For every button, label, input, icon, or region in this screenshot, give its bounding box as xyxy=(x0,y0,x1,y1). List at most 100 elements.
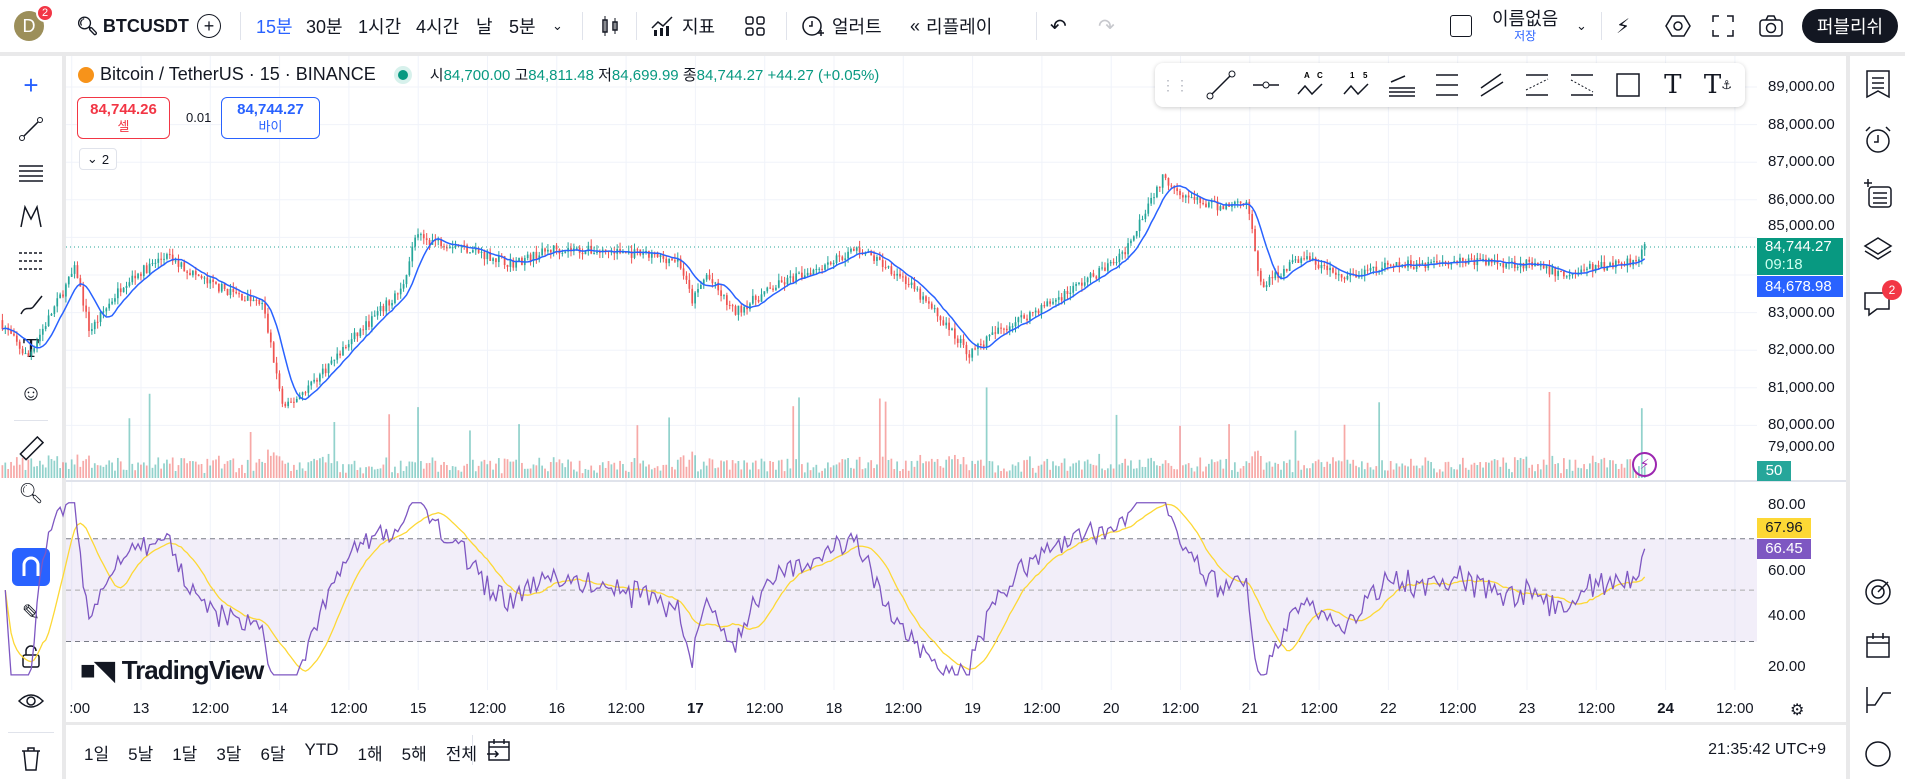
volume-bar xyxy=(1326,461,1329,478)
interval-5m[interactable]: 5분 xyxy=(509,17,536,37)
zoom-in-icon[interactable]: 🔍︎ xyxy=(18,482,44,505)
text-tool-icon[interactable]: T xyxy=(1664,70,1682,100)
target-icon[interactable] xyxy=(1862,576,1894,608)
quick-search-icon[interactable]: ⚡︎ xyxy=(1616,15,1631,38)
volume-bar xyxy=(772,461,774,478)
volume-bar xyxy=(1297,460,1300,478)
alarm-clock-icon xyxy=(802,16,824,36)
parallel-channel-tool-icon[interactable] xyxy=(1474,66,1510,104)
pine-editor-icon[interactable] xyxy=(1862,684,1894,716)
text-tool-icon[interactable]: T xyxy=(22,335,39,363)
user-avatar[interactable]: D 2 xyxy=(14,0,54,52)
indicators-collapse-toggle[interactable]: ⌄ 2 xyxy=(79,148,117,170)
interval-dropdown-chevron-icon[interactable]: ⌄ xyxy=(552,18,563,33)
interval-15m[interactable]: 15분 xyxy=(256,17,293,37)
indicators-button[interactable]: 지표 xyxy=(650,0,715,52)
volume-bar xyxy=(336,461,339,478)
buy-button[interactable]: 84,744.27 바이 xyxy=(221,97,320,139)
layout-name-button[interactable]: 이름없음 저장 xyxy=(1492,0,1558,52)
parallel-lines-tool-icon[interactable] xyxy=(1429,66,1465,104)
range-button[interactable]: YTD xyxy=(304,740,339,759)
sell-button[interactable]: 84,744.26 셀 xyxy=(77,97,170,139)
camera-icon[interactable] xyxy=(1758,0,1784,52)
lightning-event-icon[interactable]: ⚡︎ xyxy=(1632,452,1657,477)
interval-1h[interactable]: 1시간 xyxy=(358,17,402,37)
emoji-icon[interactable]: ☺ xyxy=(19,380,43,405)
range-button[interactable]: 1해 xyxy=(357,745,383,764)
horizontal-lines-icon[interactable] xyxy=(16,158,46,188)
interval-30m[interactable]: 30분 xyxy=(306,17,343,37)
trend-line-tool-icon[interactable] xyxy=(1203,66,1239,104)
replay-button[interactable]: «리플레이 xyxy=(910,0,992,52)
pattern-icon[interactable] xyxy=(16,202,46,232)
undo-icon[interactable]: ↶ xyxy=(1050,15,1067,38)
layers-icon[interactable] xyxy=(1862,232,1894,264)
chat-icon[interactable]: 2 xyxy=(1862,280,1902,318)
range-button[interactable]: 3달 xyxy=(216,745,242,764)
drag-handle-icon[interactable]: ⋮⋮ xyxy=(1161,76,1189,93)
candle xyxy=(861,249,864,256)
templates-grid-icon[interactable] xyxy=(744,0,766,52)
brush-icon[interactable] xyxy=(16,290,46,320)
interval-1d[interactable]: 날 xyxy=(476,17,493,37)
compare-add-button[interactable]: + xyxy=(197,0,221,52)
fullscreen-icon[interactable] xyxy=(1712,0,1734,52)
volume-bar xyxy=(662,464,665,478)
volume-bar xyxy=(1254,451,1256,478)
volume-bar xyxy=(313,458,315,478)
help-icon[interactable] xyxy=(1862,738,1894,770)
calendar-icon[interactable] xyxy=(1862,630,1894,662)
trash-icon[interactable] xyxy=(16,744,46,774)
candle xyxy=(876,255,878,266)
alert-button[interactable]: 얼러트 xyxy=(800,0,882,52)
alarm-clock-icon[interactable] xyxy=(1862,124,1894,156)
chart-type-candles-icon[interactable] xyxy=(598,0,622,52)
symbol-search[interactable]: 🔍︎ BTCUSDT xyxy=(76,0,189,52)
redo-icon[interactable]: ↷ xyxy=(1098,15,1115,38)
volume-bar xyxy=(1542,459,1545,478)
layout-dropdown-chevron-icon[interactable]: ⌄ xyxy=(1576,18,1587,33)
watchlist-icon[interactable] xyxy=(1862,68,1894,100)
publish-button[interactable]: 퍼블리쉬 xyxy=(1802,9,1898,43)
flat-top-bottom-tool-icon[interactable] xyxy=(1564,66,1600,104)
fib-icon[interactable] xyxy=(16,246,46,276)
interval-4h[interactable]: 4시간 xyxy=(416,17,460,37)
range-button[interactable]: 6달 xyxy=(260,745,286,764)
layout-square-icon[interactable] xyxy=(1450,0,1472,52)
anchored-text-tool-icon[interactable]: T ⚓︎ xyxy=(1703,70,1733,100)
candle xyxy=(226,288,229,296)
ruler-icon[interactable] xyxy=(16,434,46,464)
go-to-date-calendar-icon[interactable] xyxy=(486,737,512,768)
magnet-icon[interactable] xyxy=(12,548,50,586)
horizontal-ray-tool-icon[interactable] xyxy=(1248,66,1284,104)
candle xyxy=(523,255,526,271)
settings-hexagon-icon[interactable] xyxy=(1665,0,1691,52)
trend-line-icon[interactable] xyxy=(16,114,46,144)
range-button[interactable]: 5해 xyxy=(401,745,427,764)
volume-bar xyxy=(145,465,148,478)
rectangle-tool-icon[interactable] xyxy=(1610,66,1646,104)
candle xyxy=(151,259,154,267)
candle xyxy=(272,341,275,363)
range-button[interactable]: 1달 xyxy=(172,745,198,764)
symbol-title[interactable]: Bitcoin / TetherUS · 15 · BINANCE xyxy=(100,64,376,84)
axis-settings-icon[interactable]: ⚙︎ xyxy=(1790,702,1805,719)
object-tree-icon[interactable] xyxy=(1862,178,1894,210)
timezone-clock[interactable]: 21:35:42 UTC+9 xyxy=(1708,741,1826,758)
fib-retracement-tool-icon[interactable] xyxy=(1384,66,1420,104)
range-button[interactable]: 1일 xyxy=(84,745,110,764)
candle xyxy=(1023,313,1026,319)
crosshair-icon[interactable]: + xyxy=(23,69,39,100)
regression-trend-tool-icon[interactable] xyxy=(1519,66,1555,104)
eye-icon[interactable] xyxy=(16,686,46,716)
volume-bar xyxy=(1005,471,1008,478)
tradingview-watermark[interactable]: ■◥ TradingView xyxy=(80,655,264,685)
volume-bar xyxy=(356,470,359,478)
volume-bar xyxy=(1003,468,1005,478)
range-button[interactable]: 전체 xyxy=(445,745,478,764)
range-button[interactable]: 5날 xyxy=(128,745,154,764)
save-label[interactable]: 저장 xyxy=(1514,29,1537,43)
